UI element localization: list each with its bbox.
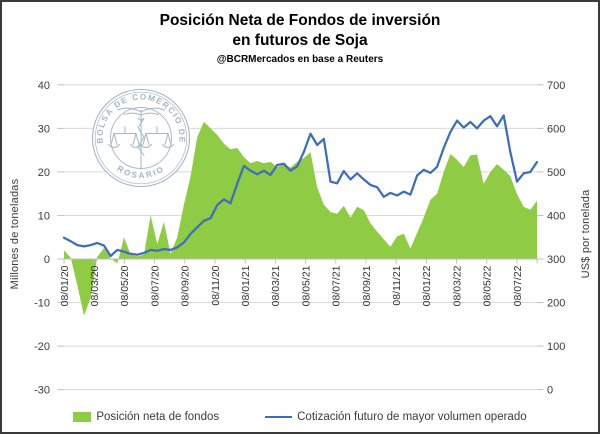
x-axis-tick-label: 08/01/20	[59, 265, 71, 306]
legend: Posición neta de fondos Cotización futur…	[2, 411, 598, 423]
line-marker-icon	[265, 415, 293, 419]
axis-ticks-and-labels: 40 700 30 600 20 500 10 400 0 300 -10 200 -20 100 -30 0…	[34, 80, 565, 397]
x-axis-tick-label: 08/03/20	[89, 265, 101, 306]
left-axis-tick-label: 30	[38, 123, 50, 135]
right-axis-tick-label: 600	[547, 123, 565, 135]
seal-middle-ring	[94, 91, 188, 185]
price-line-series	[62, 114, 539, 258]
right-axis-tick-label: 500	[547, 167, 565, 179]
left-axis-tick-label: 0	[44, 254, 50, 266]
left-axis-tick-label: 20	[38, 167, 50, 179]
right-axis-title: US$ por tonelada	[580, 189, 592, 279]
x-axis-tick-label: 08/07/20	[149, 265, 161, 306]
data-series	[62, 114, 539, 316]
chart-subtitle: @BCRMercados en base a Reuters	[216, 53, 384, 65]
net-position-area-series	[64, 121, 537, 316]
chart-title-line1: Posición Neta de Fondos de inversión	[159, 12, 441, 29]
x-axis-tick-label: 08/07/22	[512, 265, 524, 306]
x-axis-tick-label: 08/11/21	[391, 265, 403, 305]
right-axis-tick-label: 200	[547, 298, 565, 310]
x-axis-tick-label: 08/03/22	[451, 265, 463, 306]
legend-label-net-position: Posición neta de fondos	[96, 411, 220, 423]
x-axis-tick-label: 08/09/20	[180, 265, 192, 306]
left-axis-tick-label: -10	[34, 298, 50, 310]
area-swatch-icon	[73, 412, 92, 422]
chart-title-block: Posición Neta de Fondos de inversión en …	[2, 11, 598, 65]
x-axis-tick-label: 08/03/21	[270, 265, 282, 306]
x-axis-tick-label: 08/01/21	[240, 265, 252, 306]
right-axis-tick-label: 300	[547, 254, 565, 266]
chart-title-line2: en futuros de Soja	[232, 31, 368, 49]
x-axis-tick-label: 08/01/22	[421, 265, 433, 306]
x-axis-tick-label: 08/05/20	[119, 265, 131, 306]
x-axis-tick-label: 08/11/20	[210, 265, 222, 305]
x-axis-tick-label: 08/05/21	[300, 265, 312, 306]
x-axis-tick-label: 08/09/21	[361, 265, 373, 306]
bcr-watermark-seal: BOLSA DE COMERCIO DE ROSARIO	[91, 88, 191, 188]
x-axis-tick-label: 08/05/22	[482, 265, 494, 306]
right-axis-tick-label: 100	[547, 341, 565, 353]
right-axis-tick-label: 0	[547, 385, 553, 397]
left-axis-tick-label: 10	[38, 210, 50, 222]
left-axis-tick-label: 40	[38, 80, 50, 92]
legend-label-price: Cotización futuro de mayor volumen opera…	[297, 411, 527, 423]
legend-item-price: Cotización futuro de mayor volumen opera…	[265, 411, 527, 423]
seal-caduceus-scales-icon	[108, 107, 174, 169]
right-axis-tick-label: 700	[547, 80, 565, 92]
right-axis-tick-label: 400	[547, 210, 565, 222]
x-axis-tick-label: 08/07/21	[331, 265, 343, 306]
left-axis-tick-label: -20	[34, 341, 50, 353]
legend-item-net-position: Posición neta de fondos	[73, 411, 219, 423]
left-axis-tick-label: -30	[34, 385, 50, 397]
left-axis-title: Millones de toneladas	[9, 178, 21, 290]
